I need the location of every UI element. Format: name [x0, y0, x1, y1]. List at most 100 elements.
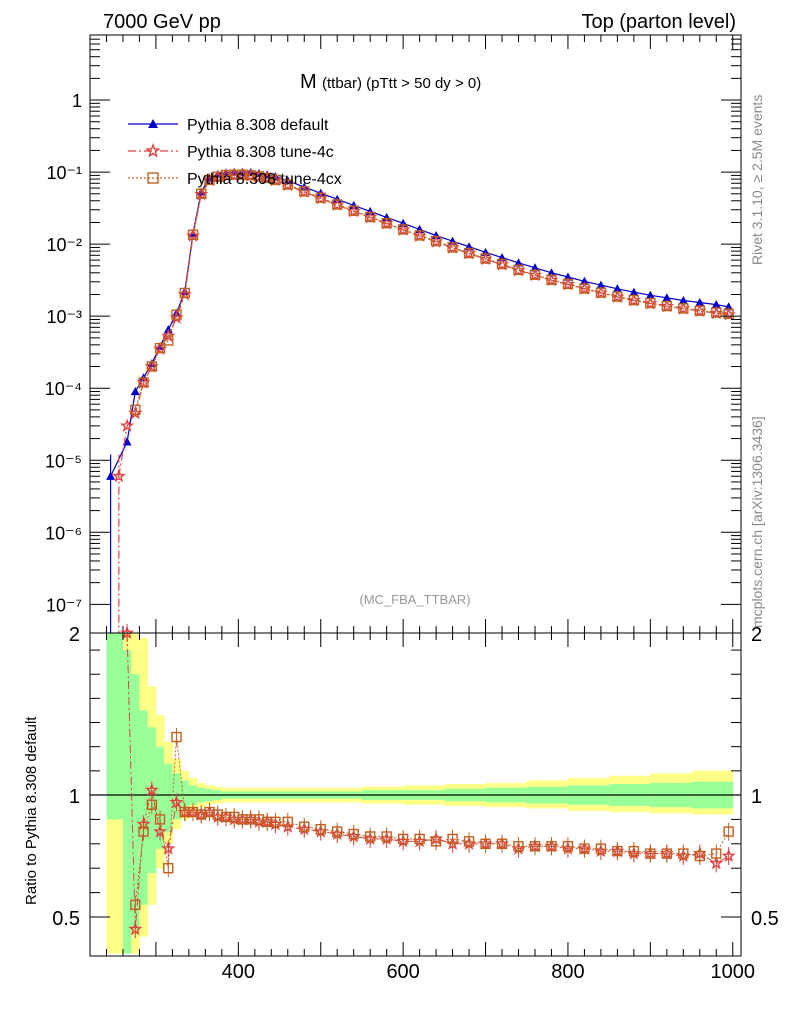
- ratio-panel: 0.5 0.5 1 1 2 2 400 600 800 1000 Ratio to Pythia …: [23, 624, 779, 983]
- data-point: [152, 824, 168, 838]
- data-point: [447, 833, 458, 845]
- data-point: [546, 841, 557, 852]
- error-bars: [110, 454, 120, 633]
- data-point: [529, 841, 541, 852]
- data-point: [163, 863, 174, 874]
- data-point: [229, 811, 240, 823]
- data-point: [261, 172, 273, 184]
- ratio-y-tick-label-right: 0.5: [751, 908, 779, 930]
- data-point: [694, 850, 705, 862]
- data-point: [645, 848, 656, 859]
- data-point: [147, 172, 159, 184]
- data-point: [612, 284, 622, 293]
- data-point: [144, 782, 159, 797]
- data-point: [163, 335, 174, 346]
- data-point: [724, 302, 734, 311]
- data-point: [204, 174, 215, 186]
- data-point: [546, 274, 557, 285]
- main-panel: 10⁻⁷ 10⁻⁶ 10⁻⁵ 10⁻⁴ 10⁻³ 10⁻² 10⁻¹ 1 M (ttbar) …: [45, 34, 742, 634]
- data-point: [212, 809, 223, 820]
- ratio-y-tick-label-right: 1: [751, 786, 762, 808]
- y-tick-label: 10⁻³: [46, 307, 82, 327]
- data-point: [463, 247, 475, 259]
- data-point: [628, 294, 640, 306]
- data-point: [148, 119, 158, 128]
- data-point: [130, 387, 140, 396]
- x-tick-label: 1000: [711, 961, 756, 983]
- plot-annotation: (MC_FBA_TTBAR): [359, 592, 470, 607]
- header-left: 7000 GeV pp: [103, 11, 221, 33]
- x-tick-label: 800: [551, 961, 584, 983]
- data-point: [237, 814, 248, 825]
- data-point: [661, 300, 673, 312]
- data-point: [332, 199, 343, 210]
- data-point: [579, 843, 590, 854]
- data-point: [146, 799, 158, 810]
- data-point: [414, 230, 425, 241]
- rivet-label: Rivet 3.1.10, ≥ 2.5M events: [749, 95, 765, 265]
- data-point: [171, 731, 182, 743]
- data-point: [711, 300, 721, 309]
- data-point: [612, 291, 623, 302]
- series-line: [110, 171, 729, 477]
- data-point: [145, 143, 161, 158]
- data-point: [196, 188, 207, 199]
- data-point: [463, 836, 475, 847]
- data-point: [530, 263, 540, 272]
- data-point: [447, 242, 458, 253]
- mcplots-label: mcplots.cern.ch [arXiv:1306.3436]: [749, 416, 765, 628]
- data-point: [496, 258, 508, 270]
- data-point: [282, 179, 293, 190]
- data-point: [138, 377, 149, 388]
- data-point: [245, 814, 256, 825]
- data-point: [661, 848, 673, 859]
- data-point: [514, 258, 524, 267]
- data-point: [414, 833, 425, 845]
- ratio-y-tick-label: 0.5: [52, 908, 80, 930]
- data-point: [270, 174, 281, 186]
- data-point: [381, 218, 392, 229]
- data-point: [332, 826, 343, 837]
- data-point: [253, 171, 265, 182]
- y-tick-label: 10⁻⁷: [46, 595, 82, 615]
- data-point: [678, 303, 689, 314]
- data-point: [229, 169, 240, 180]
- y-tick-label: 10⁻⁵: [45, 451, 82, 471]
- ratio-band-inner: [155, 746, 165, 849]
- ratio-band-inner: [131, 674, 140, 930]
- data-point: [282, 816, 293, 828]
- data-point: [261, 816, 273, 828]
- data-point: [130, 404, 141, 416]
- data-point: [179, 806, 190, 818]
- header-right: Top (parton level): [581, 11, 736, 33]
- data-point: [678, 296, 688, 305]
- data-point: [562, 841, 574, 852]
- data-point: [711, 307, 722, 318]
- data-point: [579, 276, 589, 285]
- data-point: [154, 814, 166, 825]
- ratio-y-tick-label: 1: [69, 786, 80, 808]
- data-point: [513, 264, 524, 276]
- x-tick-label: 400: [222, 961, 255, 983]
- ratio-band-inner: [122, 650, 132, 954]
- series-0: [106, 167, 734, 480]
- data-point: [348, 205, 359, 217]
- ratio-ylabel: Ratio to Pythia 8.308 default: [23, 716, 40, 905]
- data-point: [364, 211, 376, 223]
- ratio-band-inner: [114, 633, 124, 820]
- data-point: [119, 625, 135, 640]
- data-point: [579, 283, 590, 294]
- ratio-y-tick-label-right: 2: [751, 624, 762, 646]
- data-point: [381, 831, 392, 842]
- data-point: [196, 809, 207, 820]
- ratio-band-inner: [139, 710, 149, 905]
- data-point: [212, 171, 223, 183]
- legend-label: Pythia 8.308 tune-4cx: [187, 171, 342, 188]
- series-2: [130, 169, 734, 416]
- data-point: [430, 836, 442, 847]
- series-line: [134, 174, 729, 411]
- ratio-band-inner: [106, 633, 116, 820]
- y-tick-label: 1: [72, 91, 82, 111]
- data-point: [596, 280, 606, 289]
